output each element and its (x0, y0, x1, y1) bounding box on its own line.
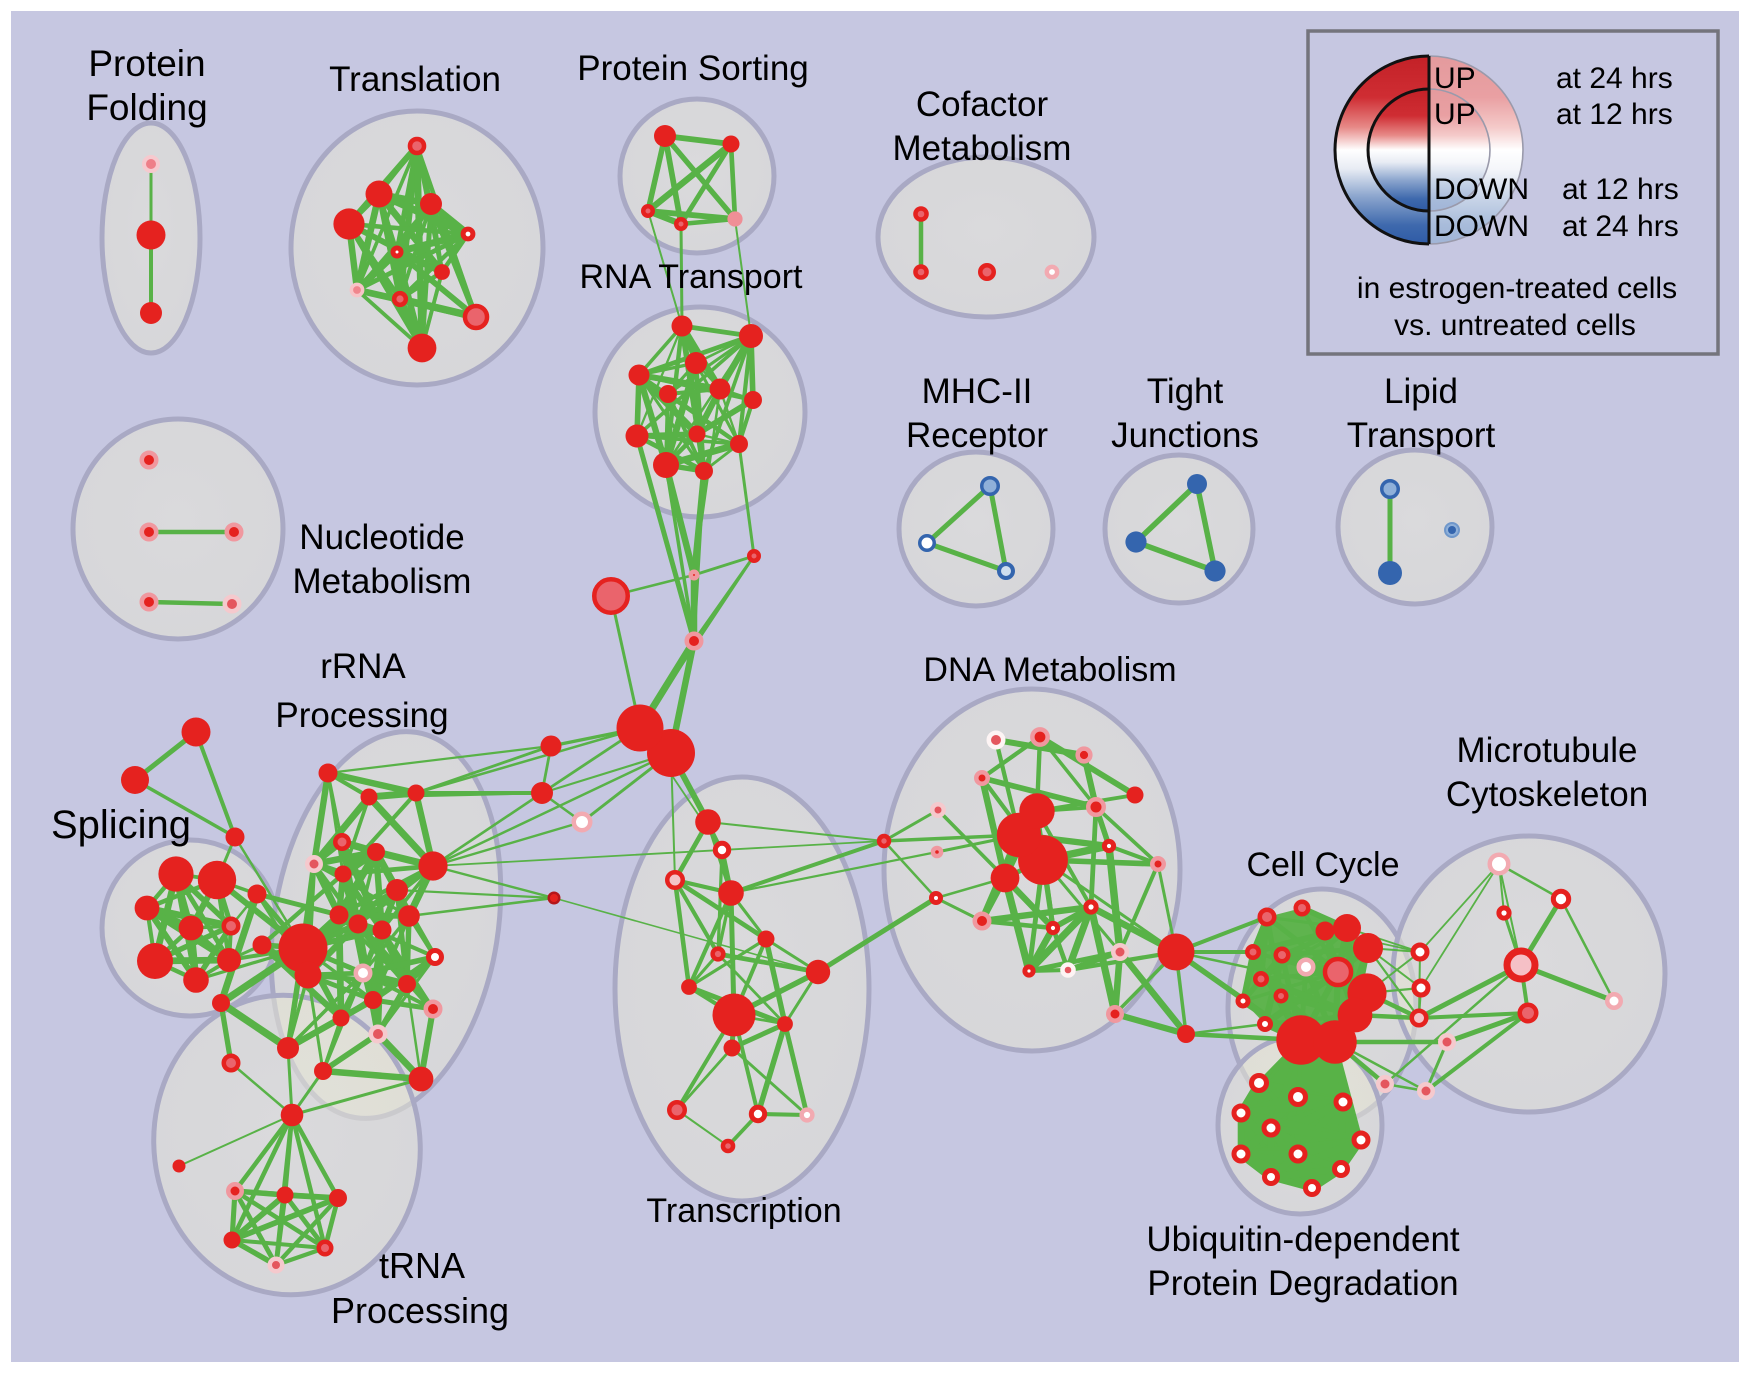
svg-text:Protein Degradation: Protein Degradation (1147, 1264, 1458, 1303)
svg-text:Translation: Translation (329, 60, 501, 99)
svg-text:UP: UP (1434, 98, 1476, 131)
svg-text:DOWN: DOWN (1434, 173, 1529, 206)
svg-text:Processing: Processing (275, 696, 448, 735)
svg-text:UP: UP (1434, 62, 1476, 95)
svg-text:rRNA: rRNA (320, 647, 406, 686)
svg-text:Metabolism: Metabolism (893, 129, 1072, 168)
svg-text:MHC-II: MHC-II (922, 372, 1033, 411)
svg-text:Metabolism: Metabolism (293, 562, 472, 601)
svg-text:Cytoskeleton: Cytoskeleton (1446, 775, 1648, 814)
svg-text:DNA Metabolism: DNA Metabolism (923, 651, 1176, 689)
svg-text:tRNA: tRNA (379, 1245, 465, 1286)
svg-text:in estrogen-treated cells: in estrogen-treated cells (1357, 272, 1677, 305)
svg-text:DOWN: DOWN (1434, 210, 1529, 243)
svg-text:Transport: Transport (1347, 416, 1496, 455)
svg-text:vs. untreated cells: vs. untreated cells (1394, 309, 1636, 342)
svg-text:Cofactor: Cofactor (916, 85, 1049, 124)
svg-text:Protein Sorting: Protein Sorting (577, 49, 809, 88)
svg-text:Nucleotide: Nucleotide (299, 518, 464, 557)
svg-text:Receptor: Receptor (906, 416, 1048, 455)
svg-text:Lipid: Lipid (1384, 372, 1458, 411)
svg-text:Microtubule: Microtubule (1457, 731, 1638, 770)
svg-text:at 24 hrs: at 24 hrs (1556, 62, 1673, 95)
svg-text:RNA Transport: RNA Transport (580, 258, 804, 296)
svg-text:Protein: Protein (88, 43, 205, 84)
svg-text:Processing: Processing (331, 1290, 509, 1331)
svg-text:at 24 hrs: at 24 hrs (1562, 210, 1679, 243)
svg-text:Folding: Folding (86, 87, 207, 128)
svg-text:Cell Cycle: Cell Cycle (1246, 846, 1399, 884)
svg-text:Transcription: Transcription (646, 1192, 841, 1230)
svg-text:Tight: Tight (1147, 372, 1224, 411)
svg-text:Junctions: Junctions (1111, 416, 1259, 455)
svg-text:Ubiquitin-dependent: Ubiquitin-dependent (1146, 1220, 1460, 1259)
svg-text:at 12 hrs: at 12 hrs (1556, 98, 1673, 131)
svg-text:at 12 hrs: at 12 hrs (1562, 173, 1679, 206)
svg-text:Splicing: Splicing (51, 803, 191, 847)
